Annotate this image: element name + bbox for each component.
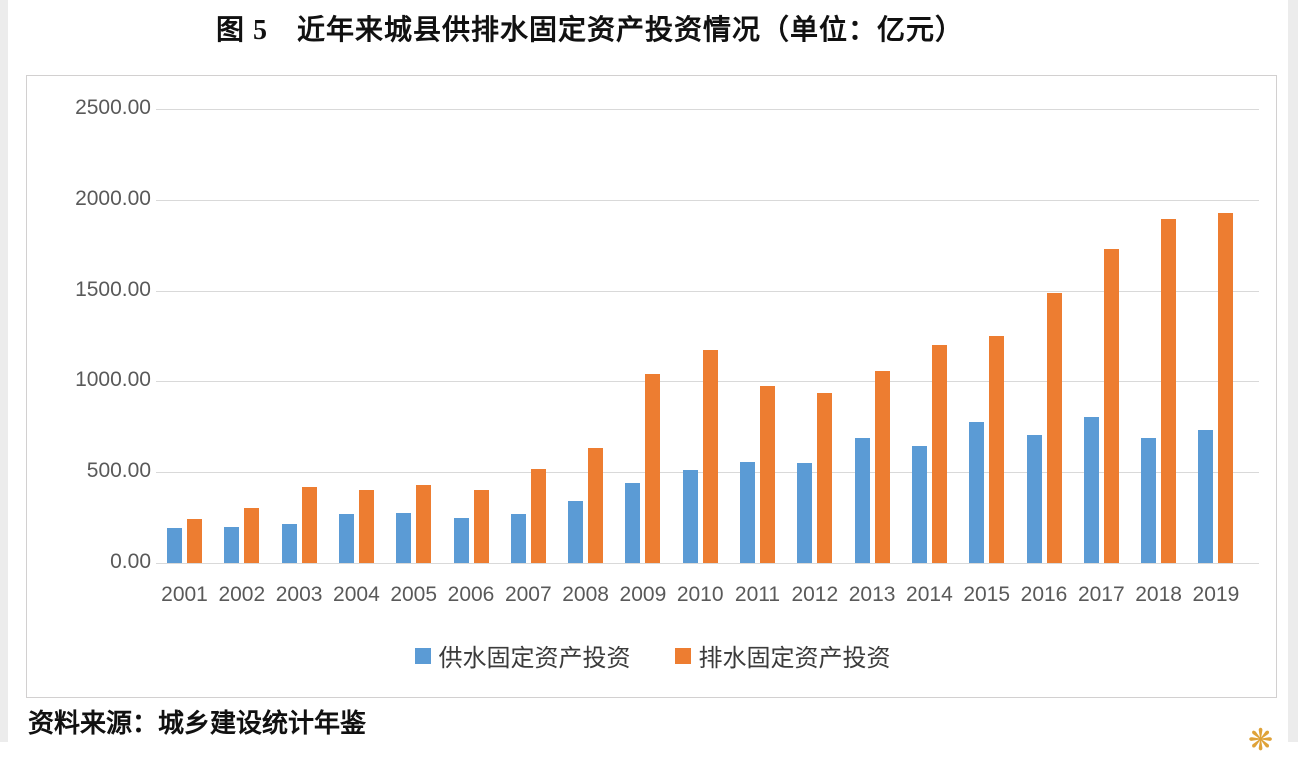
legend-label-drainage: 排水固定资产投资: [698, 646, 891, 672]
legend-label-water-supply: 供水固定资产投资: [438, 646, 631, 672]
chart-plot-area: 0.00 500.00 1000.00 1500.00 2000.00 2500.00 2…: [26, 75, 1277, 698]
bar-water-supply-2006: [453, 517, 469, 563]
x-tick-label-2018: 2018: [1135, 583, 1182, 606]
x-tick-label-2006: 2006: [447, 583, 495, 606]
bar-drainage-2009: [645, 374, 661, 563]
gridline-2000: [156, 199, 1259, 201]
bar-water-supply-2008: [568, 501, 584, 563]
x-tick-label-2005: 2005: [390, 583, 438, 606]
y-tick-label: 2500.00: [75, 96, 151, 119]
bar-water-supply-2015: [969, 421, 985, 563]
x-tick-label-2019: 2019: [1192, 583, 1240, 606]
bar-water-supply-2012: [797, 462, 813, 563]
gridline-0: [156, 563, 1259, 564]
y-tick-label: 500.00: [86, 459, 151, 483]
bar-drainage-2007: [530, 469, 546, 563]
chart-legend: 供水固定资产投资 排水固定资产投资: [27, 638, 1278, 673]
bar-drainage-2002: [244, 507, 260, 563]
x-tick-label-2014: 2014: [906, 583, 953, 606]
bar-drainage-2004: [358, 490, 374, 563]
bar-water-supply-2018: [1141, 438, 1157, 563]
bar-drainage-2001: [187, 518, 202, 563]
x-tick-label-2012: 2012: [791, 583, 839, 606]
x-tick-label-2017: 2017: [1077, 583, 1125, 606]
bar-drainage-2010: [702, 349, 718, 563]
bar-water-supply-2002: [224, 526, 240, 563]
bar-water-supply-2010: [682, 470, 698, 563]
bar-drainage-2006: [473, 490, 489, 563]
bar-water-supply-2016: [1026, 434, 1042, 563]
x-tick-label-2004: 2004: [333, 583, 380, 606]
gridline-1500: [156, 290, 1259, 292]
gridline-2500: [156, 109, 1259, 110]
bar-water-supply-2017: [1083, 416, 1099, 563]
bar-drainage-2013: [874, 371, 890, 563]
y-tick-label: 1500.00: [75, 277, 151, 301]
bar-drainage-2003: [301, 486, 317, 563]
bar-drainage-2008: [588, 447, 604, 563]
page-right-edge: [1288, 0, 1298, 742]
bar-water-supply-2001: [167, 528, 182, 563]
bar-drainage-2016: [1046, 293, 1062, 563]
y-tick-label: 1000.00: [75, 368, 151, 392]
x-tick-label-2011: 2011: [734, 583, 781, 606]
page-corner-ornament-icon: ❋: [1248, 724, 1274, 757]
bar-water-supply-2014: [911, 445, 927, 563]
bar-drainage-2014: [931, 345, 947, 563]
bar-drainage-2005: [416, 485, 432, 563]
x-tick-label-2010: 2010: [676, 583, 724, 606]
chart-title: 图 5 近年来城县供排水固定资产投资情况（单位：亿元）: [215, 15, 964, 46]
x-tick-label-2001: 2001: [161, 583, 208, 606]
x-tick-label-2009: 2009: [619, 583, 667, 606]
x-tick-label-2002: 2002: [218, 583, 266, 606]
x-tick-label-2016: 2016: [1020, 583, 1068, 606]
source-note: 资料来源：城乡建设统计年鉴: [28, 709, 367, 738]
bar-water-supply-2011: [740, 461, 755, 563]
x-tick-label-2003: 2003: [275, 583, 323, 606]
bar-water-supply-2013: [854, 437, 870, 563]
legend-item-drainage: 排水固定资产投资: [674, 638, 891, 673]
legend-item-water-supply: 供水固定资产投资: [414, 638, 631, 673]
page-left-edge: [0, 0, 8, 742]
x-tick-label-2013: 2013: [848, 583, 896, 606]
bar-water-supply-2004: [338, 514, 354, 563]
bar-drainage-2019: [1218, 213, 1234, 563]
y-tick-label: 2000.00: [75, 186, 151, 210]
bar-drainage-2011: [760, 385, 775, 563]
legend-swatch-drainage: [674, 647, 691, 664]
bar-drainage-2017: [1103, 248, 1119, 563]
bar-drainage-2015: [989, 335, 1005, 563]
legend-swatch-water-supply: [414, 647, 431, 664]
x-tick-label-2015: 2015: [963, 583, 1011, 606]
bar-water-supply-2005: [396, 513, 412, 563]
bar-water-supply-2007: [510, 513, 526, 563]
y-tick-label: 0.00: [110, 550, 151, 573]
x-tick-label-2008: 2008: [562, 583, 609, 606]
bar-water-supply-2019: [1198, 430, 1214, 563]
x-tick-label-2007: 2007: [504, 583, 552, 606]
bar-water-supply-2003: [281, 523, 297, 563]
bar-drainage-2012: [817, 393, 833, 563]
bar-water-supply-2009: [625, 482, 641, 563]
bar-drainage-2018: [1161, 218, 1177, 563]
